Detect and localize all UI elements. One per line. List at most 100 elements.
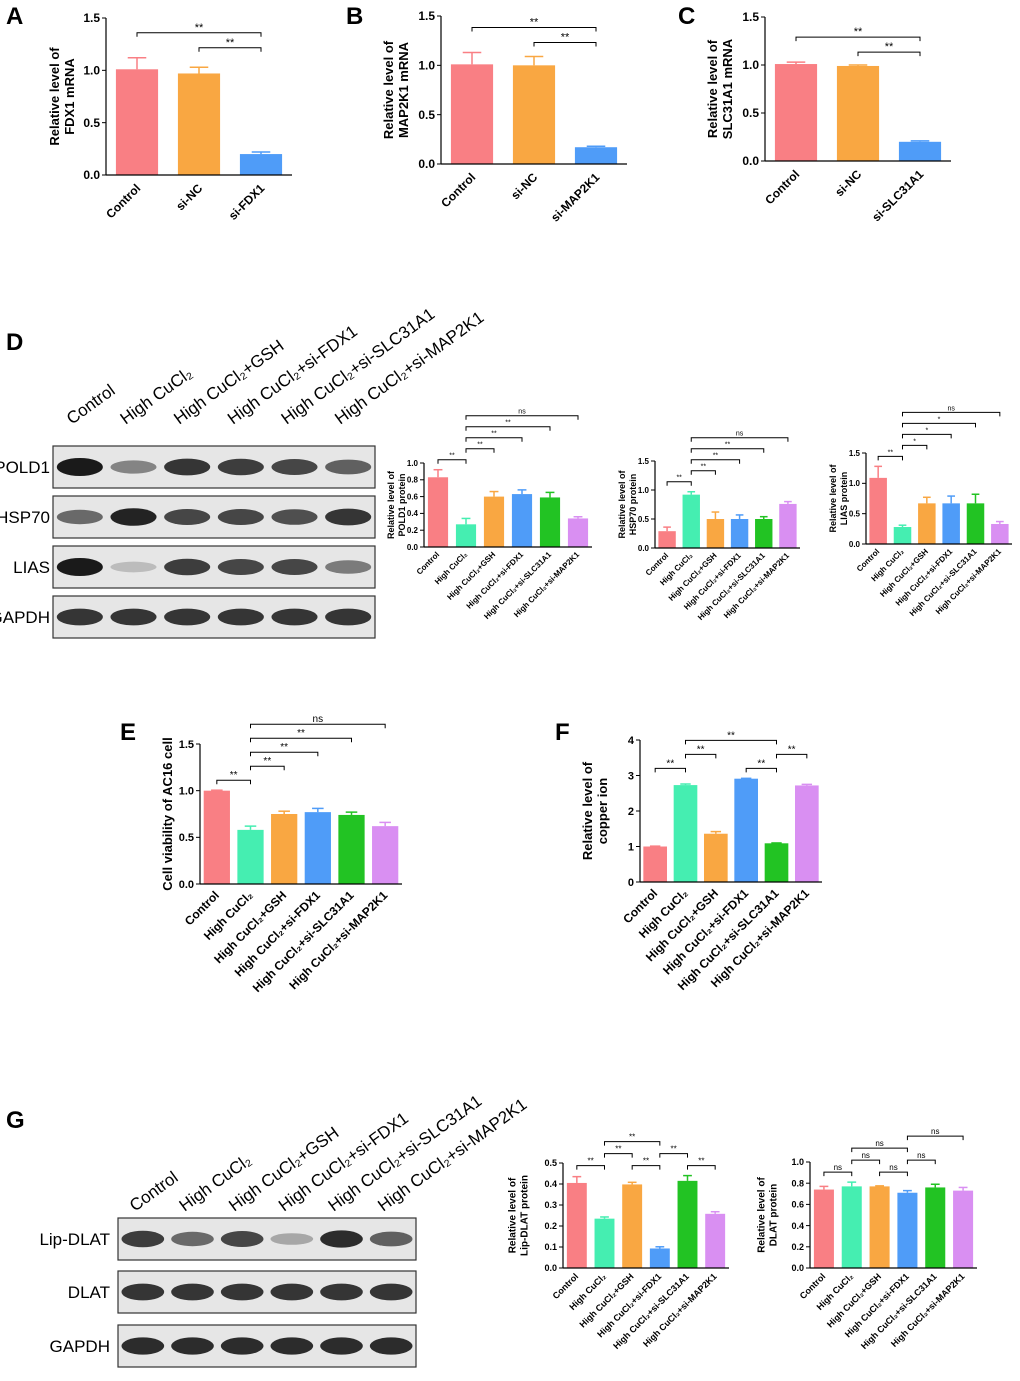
significance-label: ** [561,32,570,44]
bar [512,65,556,164]
y-axis-label: Relative level ofPOLD1 protein [386,470,407,539]
panel-letter-a: A [6,3,23,30]
significance-label: ** [195,22,204,34]
bar [869,1186,890,1268]
y-tick-label: 1.5 [742,10,759,24]
bar [677,1180,698,1268]
bar [203,790,230,884]
bar [925,1187,946,1268]
significance-bracket [823,1171,853,1177]
y-tick-label: 0.6 [407,492,419,501]
bar [774,64,818,161]
bar [511,494,533,547]
significance-bracket [685,739,777,745]
bar [239,154,283,175]
blot-row-label: HSP70 [0,508,50,527]
y-axis-label-line: POLD1 protein [397,473,407,536]
significance-bracket [690,470,716,475]
y-tick-label: 0.2 [791,1242,804,1252]
significance-bracket [659,1153,688,1158]
x-tick-label: si-NC [832,167,864,199]
y-tick-label: 1.0 [418,59,435,73]
blot-band [171,1283,214,1301]
significance-label: ** [676,475,682,482]
significance-label: ** [666,758,674,769]
bar [237,829,264,884]
blot-band [217,608,264,626]
blot-band [325,459,372,475]
significance-label: * [913,438,916,445]
blot-band [270,1283,314,1301]
y-tick-label: 0.2 [407,526,419,535]
y-tick-label: 4 [628,735,635,747]
bar [991,523,1009,544]
blot-band [110,460,157,474]
significance-bracket [795,36,921,42]
blot-band [369,1283,413,1301]
y-tick-label: 0.0 [638,544,650,553]
panel-letter-e: E [120,719,136,746]
significance-bracket [851,1159,881,1165]
bar [271,814,298,884]
blot-band [56,608,103,626]
y-axis-label-line: Lip-DLAT protein [520,1175,531,1256]
blot-band [270,1233,314,1245]
blot-strip [52,595,376,639]
panel-letter-g: G [6,1107,25,1134]
y-axis-label-line: Cell viability of AC16 cell [160,737,175,890]
bar [622,1184,643,1268]
significance-label: ** [297,728,305,739]
y-tick-label: 0.0 [742,154,759,168]
blot-band [56,558,103,576]
bar [574,147,618,164]
bar [304,812,331,884]
blot-band [171,1337,214,1355]
blot-band [121,1337,165,1355]
y-tick-label: 1.0 [791,1157,804,1167]
blot-band [171,1231,214,1247]
blot-band [121,1230,165,1248]
significance-bracket [631,1165,661,1170]
y-tick-label: 0.0 [407,543,419,552]
y-axis-label-line: Relative level of [757,1177,768,1253]
significance-bracket [250,737,352,743]
blot-band [320,1283,363,1301]
y-axis-label: Relative level ofHSP70 protein [617,469,638,538]
bar [706,519,725,548]
significance-label: ns [313,714,324,725]
blot-row-label: DLAT [68,1283,110,1302]
bar [372,826,399,884]
bar [734,778,758,882]
significance-label: ** [725,442,731,449]
y-axis-label-line: Relative level of [47,47,62,146]
y-tick-label: 1.5 [83,11,100,25]
bar [682,494,700,548]
significance-label: ** [230,770,238,781]
significance-label: ** [671,1145,677,1154]
bar [673,785,698,882]
x-tick-label: Control [415,550,441,576]
y-tick-label: 1.5 [418,9,435,23]
y-tick-label: 1.5 [179,739,194,751]
y-axis-label: Relative level ofDLAT protein [757,1177,780,1253]
charts-layer: 0.0 0.5 1.0 1.5 Control si-NC si-FDX1 Relative … [47,9,1012,1351]
y-axis-label-line: DLAT protein [769,1184,780,1247]
y-tick-label: 0.5 [742,106,759,120]
bar [177,73,221,175]
y-tick-label: 0.0 [849,540,861,549]
significance-label: ns [861,1151,869,1160]
significance-label: ** [505,420,511,427]
blot-strip [117,1324,417,1368]
y-axis-label: Cell viability of AC16 cell [160,737,175,890]
bar [539,497,561,547]
significance-bracket [776,753,808,759]
y-tick-label: 0.8 [407,476,419,485]
y-tick-label: 0.8 [791,1178,804,1188]
y-tick-label: 1.0 [849,479,861,488]
y-axis-label-line: Relative level of [828,463,838,532]
